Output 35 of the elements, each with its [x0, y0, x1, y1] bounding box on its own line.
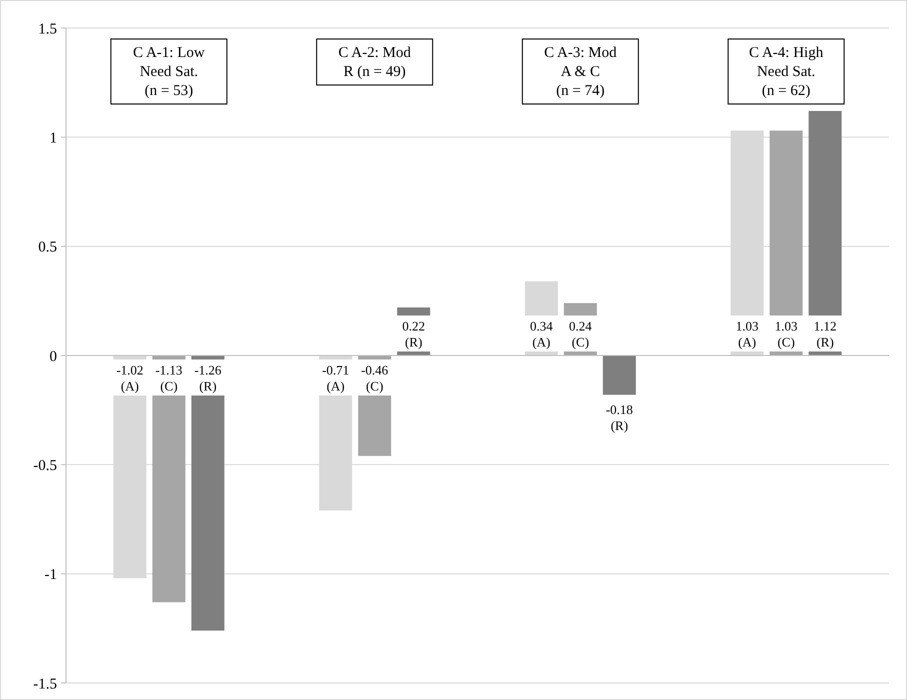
y-tick-label: -0.5: [33, 458, 57, 474]
series-label: (C): [572, 334, 590, 350]
data-label: 1.03: [736, 318, 758, 334]
data-label: 1.03: [774, 318, 798, 334]
y-tick-label: 1.5: [38, 21, 57, 38]
data-label: -1.02: [116, 362, 144, 378]
text: (C): [366, 378, 384, 394]
x-tick-label: C A-3: Mod A & C (n = 74): [544, 45, 618, 99]
data-label: -0.46: [361, 362, 389, 378]
text: (A): [326, 378, 345, 394]
data-label: 0.24: [569, 318, 592, 334]
text: (A): [120, 378, 139, 394]
data-label: -1.26: [194, 362, 222, 378]
y-tick-label: 0.5: [38, 240, 57, 256]
y-tick-label: -1.5: [33, 676, 57, 692]
x-tick-label: C A-2: Mod R (n = 49): [338, 45, 412, 80]
data-label: 1.12: [814, 318, 836, 334]
y-tick-label: -1: [44, 567, 57, 584]
text: (R): [199, 378, 217, 394]
y-tick-label: 1: [50, 130, 57, 146]
text: (C): [777, 334, 795, 350]
y-tick-label: 0: [50, 348, 57, 365]
text: (C): [160, 378, 178, 394]
data-label: 0.22: [402, 318, 425, 334]
series-label: (R): [404, 334, 422, 350]
x-tick-label: C A-4: High Need Sat. (n = 62): [749, 45, 824, 99]
data-label: -1.13: [155, 362, 182, 378]
series-label: (A): [532, 334, 550, 350]
data-label: 0.34: [530, 318, 554, 334]
data-label: -0.71: [322, 362, 350, 378]
data-label: -0.18: [606, 402, 633, 417]
text: (A): [738, 334, 756, 350]
text: (R): [610, 418, 628, 433]
x-tick-label: C A-1: Low Need Sat. (n = 53): [133, 45, 205, 99]
text: (R): [816, 334, 834, 350]
